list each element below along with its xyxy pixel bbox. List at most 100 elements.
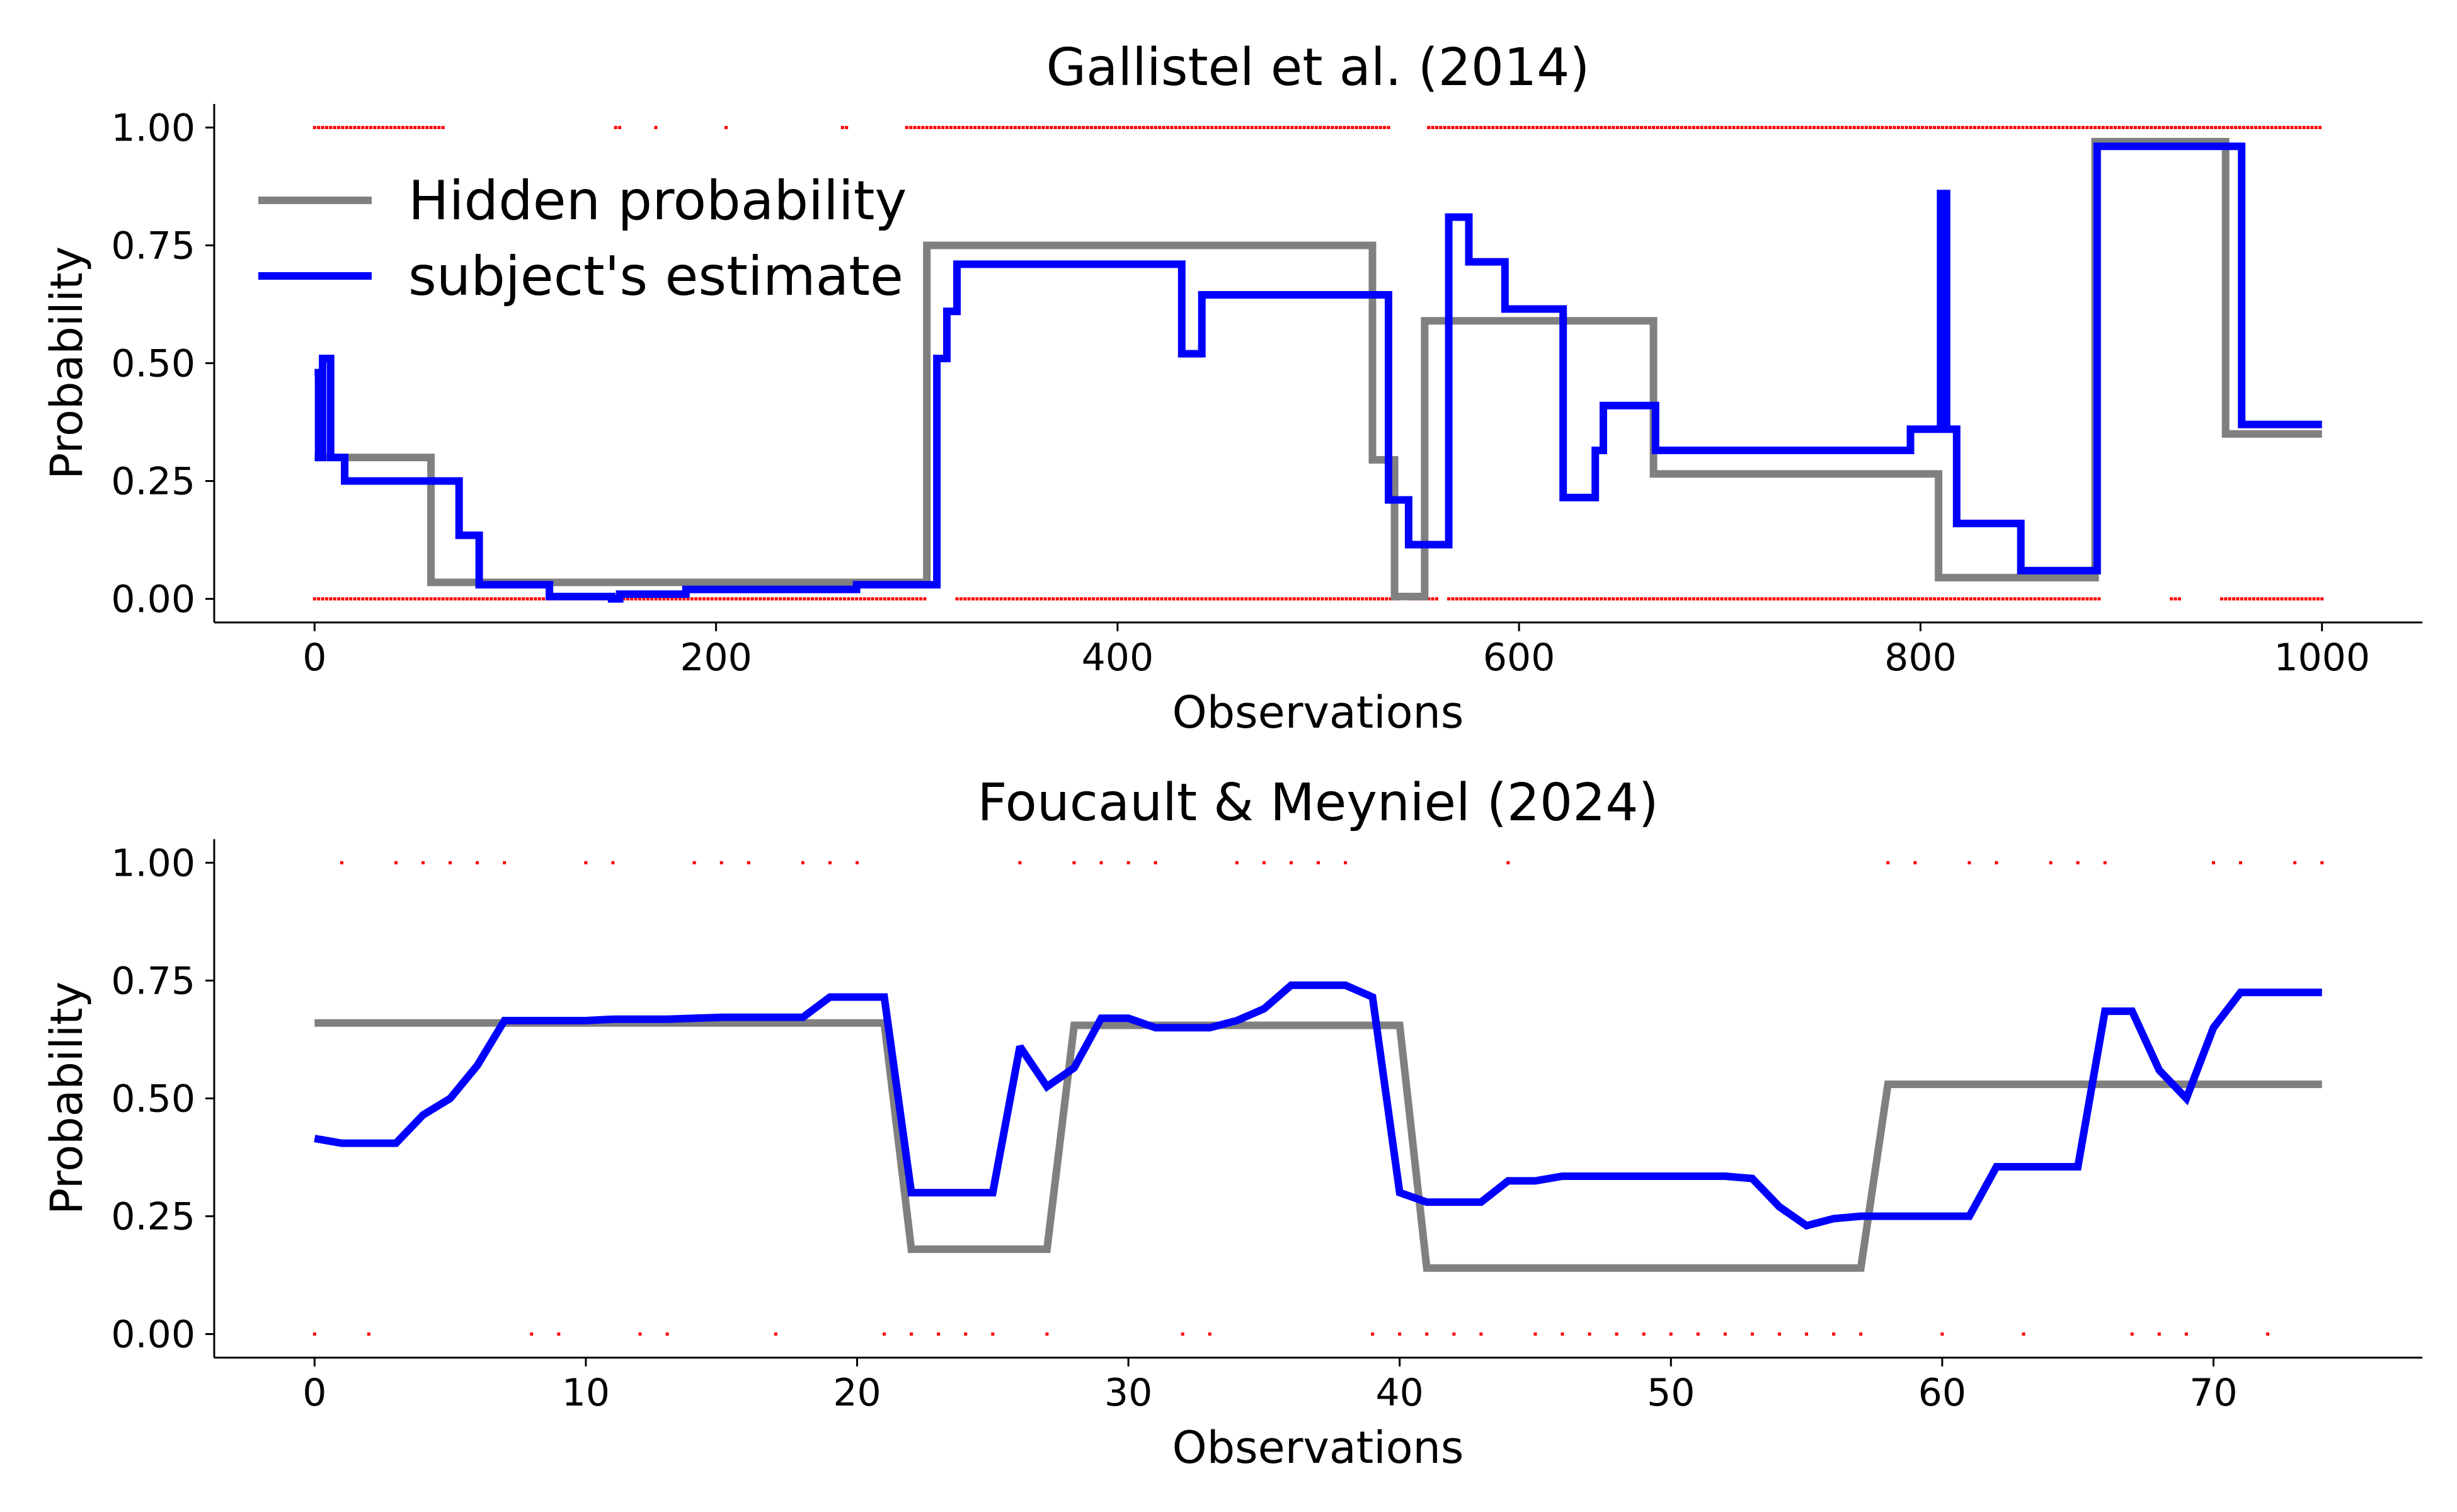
observation-point: [1011, 597, 1015, 601]
observation-point: [1324, 597, 1328, 601]
observation-point: [1252, 597, 1256, 601]
observation-point: [959, 597, 963, 601]
observation-point: [1380, 597, 1384, 601]
observation-point: [476, 861, 479, 864]
observation-point: [1142, 125, 1145, 129]
observation-point: [441, 597, 445, 601]
observation-point: [2239, 861, 2243, 864]
observation-point: [1977, 597, 1981, 601]
observation-point: [1431, 125, 1435, 129]
observation-point: [1884, 125, 1888, 129]
observation-point: [1170, 125, 1174, 129]
observation-point: [1431, 597, 1435, 601]
observation-point: [437, 597, 441, 601]
observation-point: [1491, 125, 1495, 129]
observation-point: [1808, 125, 1812, 129]
observation-point: [2282, 125, 2286, 129]
observation-point: [811, 597, 815, 601]
observation-point: [1358, 125, 1362, 129]
observation-point: [2065, 125, 2069, 129]
observation-point: [1884, 597, 1888, 601]
observation-point: [1671, 125, 1675, 129]
observation-point: [1881, 597, 1884, 601]
observation-point: [1869, 125, 1872, 129]
observation-point: [1816, 125, 1820, 129]
observation-point: [1116, 597, 1120, 601]
observation-point: [1752, 597, 1756, 601]
observation-point: [2182, 125, 2185, 129]
observation-point: [1764, 125, 1768, 129]
observation-point: [2228, 597, 2231, 601]
observation-point: [766, 597, 770, 601]
observation-point: [1196, 597, 1200, 601]
observation-point: [1579, 597, 1583, 601]
observation-point: [1130, 125, 1133, 129]
observation-point: [1531, 125, 1535, 129]
observation-point: [1559, 597, 1563, 601]
observation-point: [525, 597, 529, 601]
observation-point: [2109, 125, 2113, 129]
observation-point: [1544, 125, 1547, 129]
observation-point: [513, 597, 517, 601]
observation-point: [618, 125, 622, 129]
observation-point: [911, 597, 915, 601]
observation-point: [1378, 125, 1382, 129]
observation-point: [1118, 125, 1121, 129]
observation-point: [1244, 597, 1248, 601]
observation-point: [1647, 125, 1651, 129]
observation-point: [1062, 125, 1065, 129]
observation-point: [2077, 125, 2081, 129]
observation-point: [1344, 597, 1348, 601]
observation-point: [1285, 597, 1288, 601]
observation-point: [1632, 125, 1635, 129]
observation-point: [1523, 597, 1527, 601]
observation-point: [1077, 125, 1081, 129]
x-ticks: 0 10 20 30 40 50 60 70: [302, 1358, 2238, 1415]
observation-point: [1728, 125, 1732, 129]
observation-point: [1845, 125, 1848, 129]
observation-point: [706, 597, 710, 601]
observation-point: [1989, 597, 1993, 601]
observation-point: [1583, 125, 1587, 129]
y-axis-label: Probability: [41, 982, 93, 1215]
observation-point: [1031, 597, 1035, 601]
observation-point: [1748, 597, 1752, 601]
observation-point: [1652, 125, 1656, 129]
observation-point: [1800, 597, 1804, 601]
observation-point: [329, 597, 333, 601]
observation-point: [381, 125, 385, 129]
observation-point: [2085, 125, 2089, 129]
observation-point: [2029, 125, 2033, 129]
observation-point: [1588, 125, 1591, 129]
observation-point: [333, 597, 336, 601]
observation-point: [1111, 597, 1115, 601]
observation-point: [1872, 125, 1876, 129]
observation-points: [312, 125, 2324, 601]
observation-point: [845, 125, 849, 129]
observation-point: [369, 125, 373, 129]
observation-point: [774, 597, 778, 601]
observation-point: [1236, 597, 1240, 601]
observation-point: [1334, 125, 1338, 129]
observation-point: [1724, 597, 1727, 601]
observation-point: [1913, 597, 1916, 601]
observation-point: [1579, 125, 1583, 129]
observation-point: [1152, 597, 1155, 601]
observation-point: [1937, 597, 1940, 601]
observation-point: [1555, 125, 1559, 129]
observation-point: [345, 125, 348, 129]
y-tick-label: 0.25: [111, 1195, 195, 1239]
observation-point: [1620, 125, 1624, 129]
observation-point: [1547, 125, 1551, 129]
observation-point: [2268, 597, 2272, 601]
observation-point: [1780, 125, 1784, 129]
observation-point: [1294, 125, 1298, 129]
observation-point: [1048, 597, 1051, 601]
observation-point: [2284, 597, 2288, 601]
observation-point: [1813, 597, 1816, 601]
observation-point: [828, 861, 832, 864]
observation-point: [850, 597, 854, 601]
observation-point: [973, 125, 977, 129]
observation-point: [1591, 597, 1595, 601]
